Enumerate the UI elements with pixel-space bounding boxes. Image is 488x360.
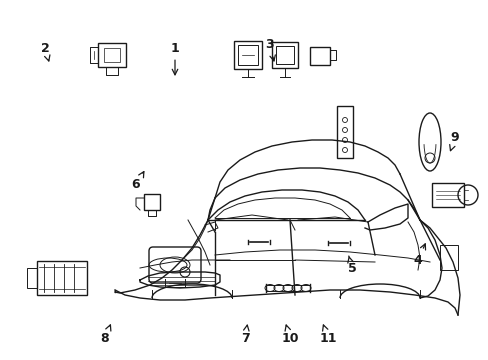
Bar — [431, 183, 463, 207]
Text: 2: 2 — [41, 41, 50, 61]
Text: 9: 9 — [449, 131, 458, 151]
Bar — [98, 43, 126, 67]
Text: 1: 1 — [170, 41, 179, 75]
Text: 3: 3 — [265, 39, 275, 61]
Bar — [275, 46, 293, 64]
Bar — [27, 268, 37, 288]
Bar — [271, 42, 297, 68]
Text: 5: 5 — [347, 256, 356, 274]
Text: 6: 6 — [131, 172, 143, 192]
Text: 4: 4 — [413, 244, 425, 266]
Bar — [439, 245, 457, 270]
Bar — [104, 48, 120, 62]
Bar — [309, 47, 329, 65]
Bar — [336, 106, 352, 158]
Text: 11: 11 — [319, 325, 336, 345]
Text: 7: 7 — [240, 325, 249, 345]
Text: 10: 10 — [281, 325, 298, 345]
Bar — [37, 261, 87, 295]
Text: 8: 8 — [101, 325, 111, 345]
Bar — [238, 45, 258, 65]
Bar — [234, 41, 262, 69]
Bar — [143, 194, 160, 210]
